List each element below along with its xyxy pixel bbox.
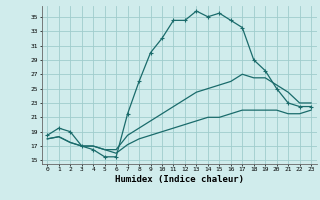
X-axis label: Humidex (Indice chaleur): Humidex (Indice chaleur) xyxy=(115,175,244,184)
